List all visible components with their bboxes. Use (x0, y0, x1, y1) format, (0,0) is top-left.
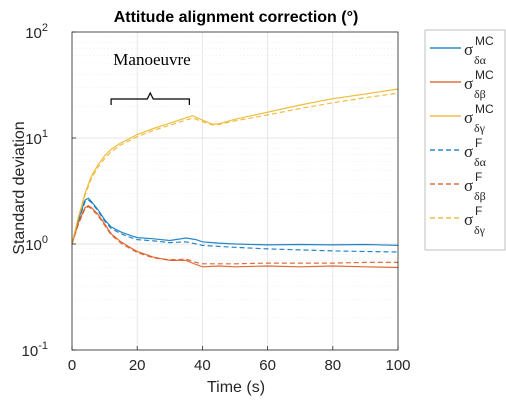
plot-lines (71, 88, 399, 269)
y-tick-label: 101 (25, 128, 48, 148)
legend-symbol-0: σ (464, 40, 473, 59)
legend-symbol-2: σ (464, 108, 473, 127)
x-axis-label: Time (s) (207, 379, 265, 396)
x-tick-label: 0 (68, 357, 76, 374)
series-line-0 (71, 197, 399, 246)
legend-subscript-4: δβ (474, 189, 486, 203)
x-tick-label: 40 (194, 357, 211, 374)
x-tick-label: 20 (129, 357, 146, 374)
y-tick-label: 10-1 (22, 340, 48, 360)
legend-subscript-3: δα (474, 155, 487, 169)
y-tick-label: 102 (25, 22, 48, 42)
chart-title: Attitude alignment correction (°) (114, 9, 359, 26)
manoeuvre-annotation: Manoeuvre (110, 50, 191, 105)
legend-symbol-1: σ (464, 74, 473, 93)
legend-symbol-4: σ (464, 176, 473, 195)
grid (71, 32, 399, 351)
series-line-4 (71, 205, 398, 265)
legend-superscript-5: F (475, 204, 482, 218)
x-tick-label: 80 (324, 357, 341, 374)
series-line-2 (71, 88, 399, 245)
x-tick-label: 60 (259, 357, 276, 374)
legend-box (424, 29, 506, 251)
y-axis-label: Standard deviation (11, 121, 28, 254)
legend-subscript-1: δβ (474, 87, 486, 101)
y-tick-label: 100 (25, 234, 48, 254)
legend-superscript-3: F (475, 136, 482, 150)
legend-symbol-3: σ (464, 142, 473, 161)
plot-frame (71, 31, 399, 351)
legend-symbol-5: σ (464, 210, 473, 229)
series-line-3 (71, 199, 399, 253)
legend-subscript-2: δγ (474, 121, 486, 135)
series-line-5 (71, 92, 399, 245)
legend-superscript-4: F (475, 170, 482, 184)
legend-superscript-0: MC (475, 34, 494, 48)
legend-superscript-1: MC (475, 68, 494, 82)
legend-subscript-0: δα (474, 53, 487, 67)
legend-superscript-2: MC (475, 102, 494, 116)
x-tick-label: 100 (385, 357, 410, 374)
manoeuvre-brace (110, 91, 190, 105)
legend-subscript-5: δγ (474, 223, 486, 237)
x-axis-ticks: 0 20 40 60 80 100 (68, 346, 411, 374)
manoeuvre-label: Manoeuvre (113, 50, 190, 69)
y-axis-ticks: 10-1 100 101 102 (22, 22, 76, 360)
series-line-1 (71, 204, 399, 269)
